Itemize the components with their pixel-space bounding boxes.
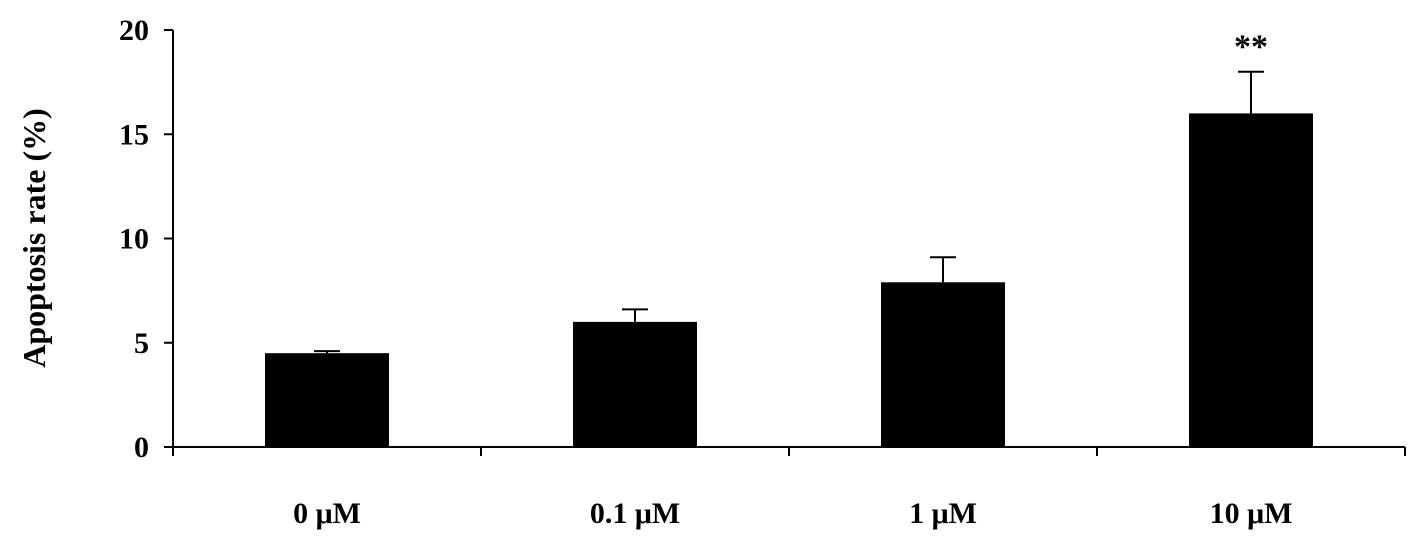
y-tick-label: 5 [134,327,149,360]
y-tick-label: 20 [119,14,149,47]
significance-marker: ** [1234,29,1268,66]
x-tick-label: 0 μM [293,497,361,530]
y-tick-label: 10 [119,223,149,256]
y-tick-label: 15 [119,118,149,151]
bars: ** [265,29,1313,448]
x-axis: 0 μM 0.1 μM 1 μM 10 μM [172,446,1406,530]
bar [265,353,389,447]
bar [573,321,697,447]
x-tick-label: 0.1 μM [590,497,680,530]
bar [1189,113,1313,448]
bar [881,282,1005,447]
y-tick-label: 0 [134,431,149,464]
x-tick-label: 1 μM [909,497,977,530]
y-axis-title: Apoptosis rate (%) [16,108,52,368]
y-axis: 0 5 10 15 20 [119,14,174,464]
x-tick-label: 10 μM [1210,497,1293,530]
